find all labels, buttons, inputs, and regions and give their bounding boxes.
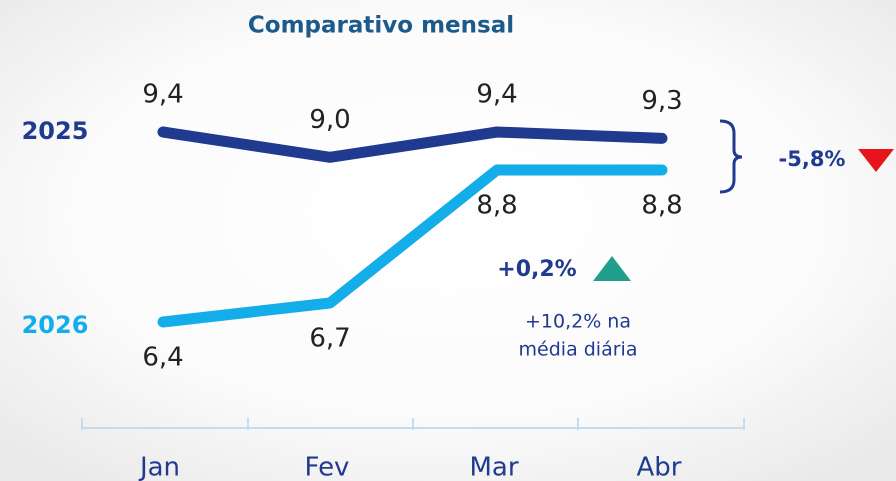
- axis-ticks: [81, 418, 745, 430]
- down-arrow: [858, 149, 894, 172]
- x-tick-label: Mar: [469, 453, 518, 481]
- x-tick-label: Fev: [305, 453, 350, 481]
- data-label: 8,8: [476, 191, 517, 221]
- series-label: 2025: [22, 117, 89, 145]
- x-tick-label: Jan: [138, 453, 180, 481]
- up-arrow: [593, 256, 631, 281]
- data-label: 9,4: [476, 80, 517, 110]
- data-label: 6,4: [142, 343, 183, 373]
- note-line: +10,2% na: [525, 311, 631, 333]
- change-label: -5,8%: [779, 147, 846, 171]
- bracket: [719, 119, 743, 194]
- x-tick-label: Abr: [637, 453, 682, 481]
- data-label: 9,0: [309, 105, 350, 135]
- change-label: +0,2%: [497, 257, 576, 282]
- data-label: 8,8: [641, 191, 682, 221]
- series-line: [157, 126, 668, 163]
- note-line: média diária: [519, 339, 638, 361]
- data-label: 9,4: [142, 80, 183, 110]
- data-label: 9,3: [641, 86, 682, 116]
- data-label: 6,7: [309, 324, 350, 354]
- series-label: 2026: [22, 311, 89, 339]
- series-line: [157, 164, 668, 328]
- chart-title: Comparativo mensal: [248, 13, 514, 39]
